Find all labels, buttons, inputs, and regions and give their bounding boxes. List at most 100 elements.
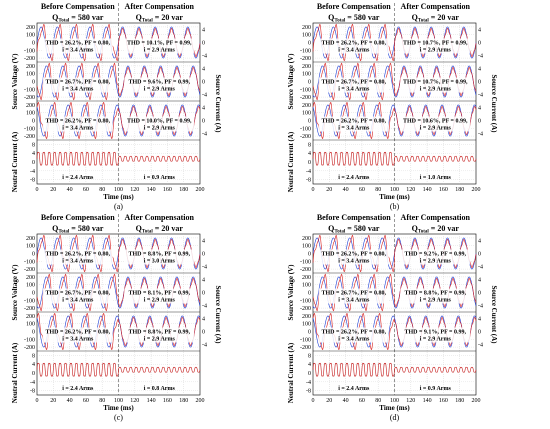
voltage-tick-label: -200 (300, 134, 311, 140)
voltage-tick-label: -100 (24, 259, 35, 265)
x-tick-label: 40 (343, 398, 349, 404)
header-before-compensation: Before Compensation (317, 2, 391, 11)
neutral-tick-label: 0 (308, 371, 311, 377)
voltage-tick-label: -100 (300, 259, 311, 265)
annotation-bg (124, 327, 195, 343)
x-tick-label: 120 (130, 398, 139, 404)
current-tick-label: 0 (202, 291, 205, 297)
current-tick-label: 4 (478, 239, 481, 245)
voltage-tick-label: 100 (302, 244, 311, 250)
x-tick-label: 0 (312, 398, 315, 404)
x-tick-label: 200 (196, 398, 205, 404)
annotation-bg (318, 116, 389, 132)
current-rms-after: i = 2.9 Arms (420, 337, 452, 343)
neutral-current-before: i = 2.4 Arms (62, 175, 94, 181)
x-tick-label: 100 (390, 398, 399, 404)
neutral-tick-label: -4 (30, 169, 35, 175)
x-tick-label: 20 (326, 187, 332, 193)
voltage-tick-label: 0 (308, 80, 311, 86)
voltage-tick-label: 100 (26, 322, 35, 328)
y-axis-label-voltage: Source Voltage (V) (11, 264, 19, 321)
voltage-tick-label: 0 (308, 41, 311, 47)
x-tick-label: 20 (326, 398, 332, 404)
annotation-bg (400, 38, 471, 54)
thd-pf-before: THD = 26.2%, PF = 0.80, (322, 119, 387, 125)
current-tick-label: -4 (478, 265, 483, 271)
neutral-tick-label: -4 (306, 169, 311, 175)
current-tick-label: -4 (202, 343, 207, 349)
neutral-tick-label: -8 (30, 178, 35, 184)
thd-pf-before: THD = 26.2%, PF = 0.80, (322, 252, 387, 258)
x-tick-label: 140 (423, 398, 432, 404)
current-tick-label: 0 (202, 119, 205, 125)
x-tick-label: 180 (179, 187, 188, 193)
voltage-tick-label: 100 (302, 72, 311, 78)
current-tick-label: -4 (478, 132, 483, 138)
current-rms-after: i = 2.9 Arms (144, 298, 176, 304)
q-total-after: QTotal = 20 var (412, 224, 460, 235)
voltage-tick-label: -200 (24, 345, 35, 351)
header-before-compensation: Before Compensation (41, 2, 115, 11)
header-before-compensation: Before Compensation (317, 213, 391, 222)
x-tick-label: 60 (359, 187, 365, 193)
voltage-tick-label: -100 (24, 87, 35, 93)
annotation-bg (124, 77, 195, 93)
voltage-tick-label: -100 (300, 298, 311, 304)
annotation-bg (318, 249, 389, 265)
thd-pf-after: THD = 10.7%, PF = 0.99, (403, 41, 468, 47)
current-tick-label: 4 (478, 67, 481, 73)
neutral-current-after: i = 0.9 Arms (144, 175, 176, 181)
chart-panel-c: Before Compensation After Compensation QTo… (11, 213, 222, 422)
q-total-before: QTotal = 580 var (52, 13, 104, 24)
y-axis-label-neutral: Neutral Current (A) (287, 131, 295, 192)
thd-pf-before: THD = 26.7%, PF = 0.80, (322, 80, 387, 86)
voltage-tick-label: 200 (26, 314, 35, 320)
voltage-tick-label: -100 (300, 337, 311, 343)
thd-pf-after: THD = 10.1%, PF = 0.99, (127, 41, 192, 47)
voltage-tick-label: 100 (302, 33, 311, 39)
current-rms-after: i = 2.9 Arms (144, 337, 176, 343)
voltage-tick-label: -100 (24, 337, 35, 343)
x-tick-label: 180 (179, 398, 188, 404)
chart-panel-d: Before Compensation After Compensation QTo… (287, 213, 498, 422)
x-axis-label: Time (ms) (379, 193, 410, 201)
current-tick-label: 0 (202, 41, 205, 47)
current-tick-label: -4 (202, 54, 207, 60)
neutral-current-after: i = 0.8 Arms (144, 386, 176, 392)
neutral-tick-label: -8 (306, 178, 311, 184)
voltage-tick-label: 200 (26, 25, 35, 31)
voltage-tick-label: 0 (32, 291, 35, 297)
neutral-tick-label: 8 (32, 142, 35, 148)
current-tick-label: -4 (202, 304, 207, 310)
current-tick-label: -4 (478, 54, 483, 60)
current-rms-before: i = 3.4 Arms (338, 337, 370, 343)
voltage-tick-label: 200 (302, 25, 311, 31)
current-rms-after: i = 2.9 Arms (144, 87, 176, 93)
neutral-tick-label: -8 (30, 389, 35, 395)
y-axis-label-current: Source Current (A) (490, 285, 498, 344)
x-tick-label: 40 (67, 398, 73, 404)
neutral-tick-label: 4 (308, 362, 311, 368)
x-tick-label: 180 (455, 187, 464, 193)
annotation-bg (400, 77, 471, 93)
q-total-after: QTotal = 20 var (136, 13, 184, 24)
current-tick-label: 4 (478, 278, 481, 284)
neutral-tick-label: 4 (32, 362, 35, 368)
thd-pf-after: THD = 10.7%, PF = 0.99, (403, 80, 468, 86)
voltage-tick-label: 200 (26, 103, 35, 109)
x-tick-label: 160 (439, 398, 448, 404)
thd-pf-after: THD = 10.0%, PF = 0.99, (127, 119, 192, 125)
current-tick-label: 0 (478, 41, 481, 47)
neutral-tick-label: -4 (30, 380, 35, 386)
voltage-tick-label: 100 (26, 111, 35, 117)
y-axis-label-current: Source Current (A) (490, 74, 498, 133)
thd-pf-before: THD = 26.7%, PF = 0.80, (46, 80, 111, 86)
voltage-tick-label: 100 (302, 111, 311, 117)
x-tick-label: 200 (196, 187, 205, 193)
thd-pf-before: THD = 26.7%, PF = 0.80, (322, 291, 387, 297)
voltage-tick-label: 0 (308, 252, 311, 258)
q-total-after: QTotal = 20 var (412, 13, 460, 24)
x-tick-label: 60 (83, 187, 89, 193)
voltage-tick-label: 0 (308, 291, 311, 297)
current-tick-label: -4 (478, 343, 483, 349)
